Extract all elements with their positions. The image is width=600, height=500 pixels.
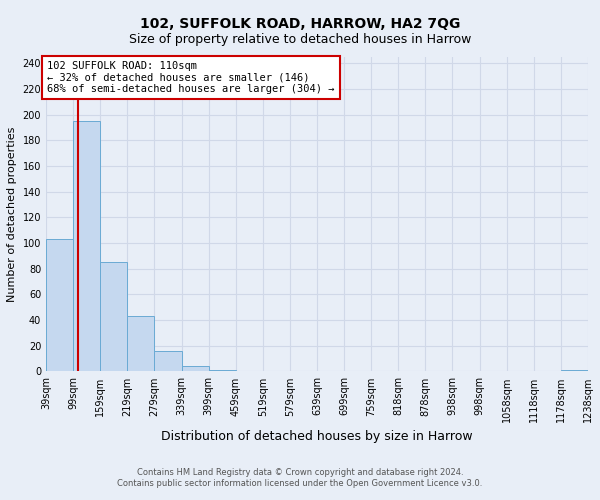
Bar — [154, 351, 182, 372]
Bar — [100, 262, 127, 372]
Y-axis label: Number of detached properties: Number of detached properties — [7, 126, 17, 302]
Text: 102 SUFFOLK ROAD: 110sqm
← 32% of detached houses are smaller (146)
68% of semi-: 102 SUFFOLK ROAD: 110sqm ← 32% of detach… — [47, 61, 334, 94]
Text: Contains HM Land Registry data © Crown copyright and database right 2024.
Contai: Contains HM Land Registry data © Crown c… — [118, 468, 482, 487]
Bar — [46, 240, 73, 372]
X-axis label: Distribution of detached houses by size in Harrow: Distribution of detached houses by size … — [161, 430, 473, 443]
Text: Size of property relative to detached houses in Harrow: Size of property relative to detached ho… — [129, 32, 471, 46]
Text: 102, SUFFOLK ROAD, HARROW, HA2 7QG: 102, SUFFOLK ROAD, HARROW, HA2 7QG — [140, 18, 460, 32]
Bar — [73, 121, 100, 372]
Bar — [561, 370, 588, 372]
Bar — [209, 370, 236, 372]
Bar — [127, 316, 154, 372]
Bar — [182, 366, 209, 372]
